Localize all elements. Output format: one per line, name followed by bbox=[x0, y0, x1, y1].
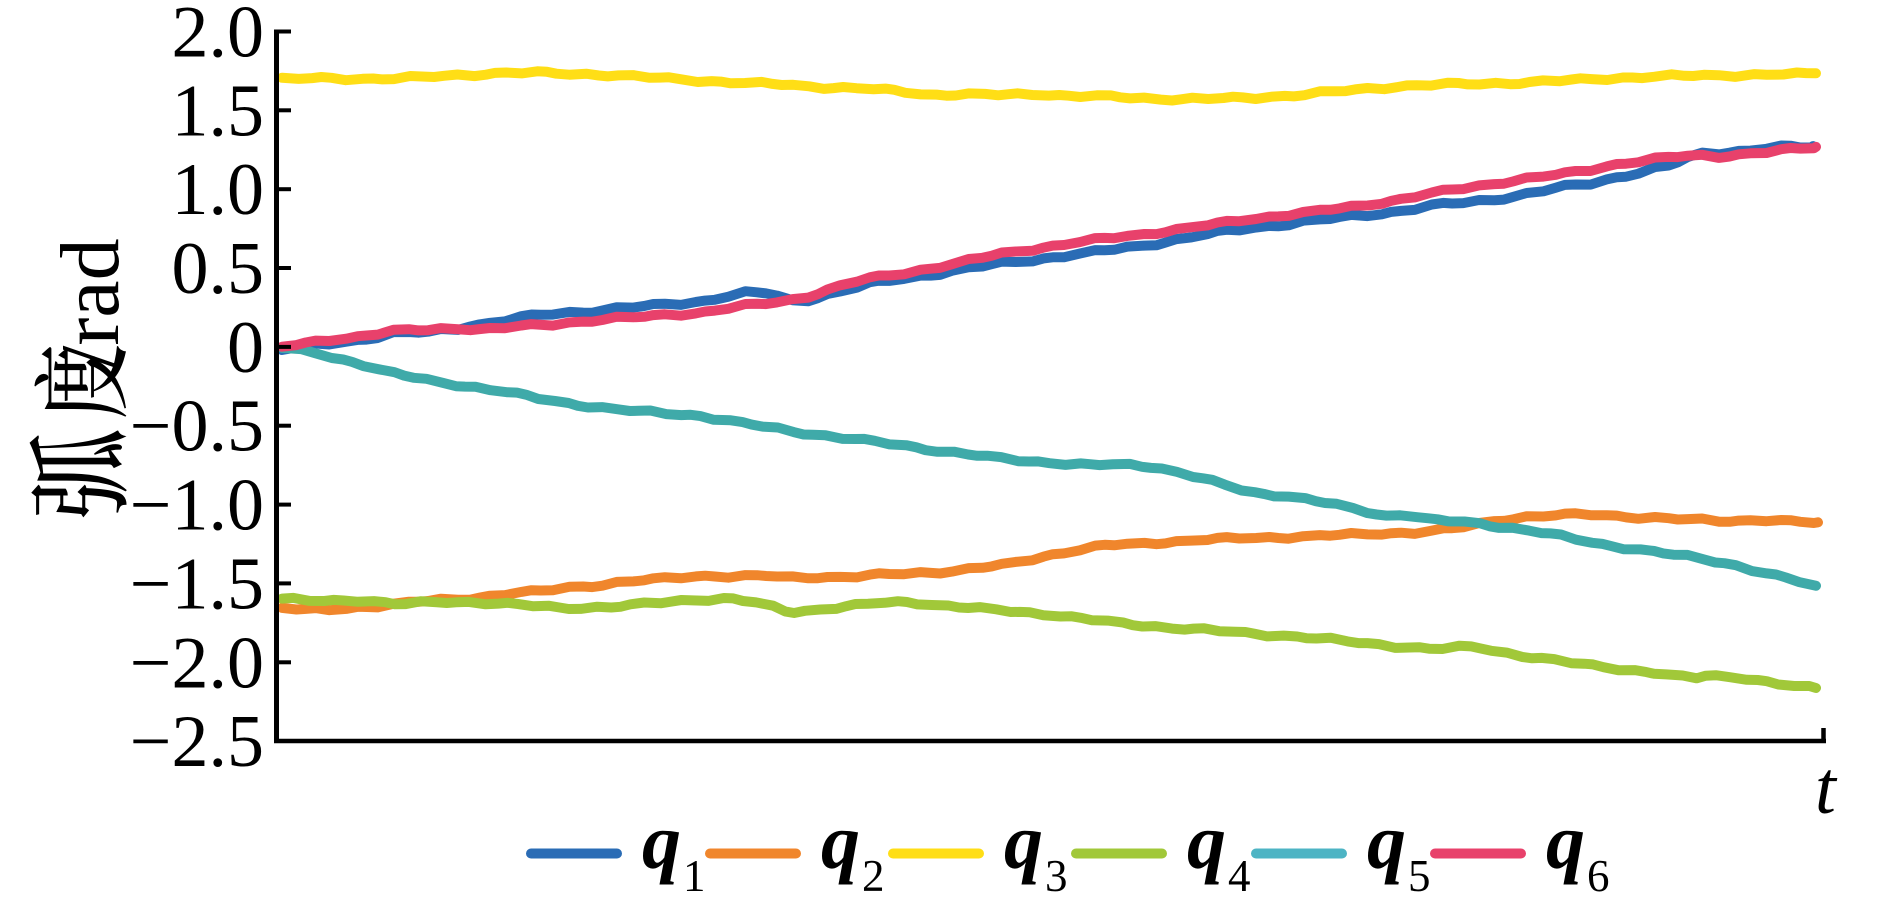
svg-text:q: q bbox=[1004, 798, 1043, 885]
svg-text:q: q bbox=[1187, 798, 1226, 885]
svg-text:−0.5: −0.5 bbox=[130, 386, 264, 468]
svg-text:−2.0: −2.0 bbox=[130, 622, 264, 704]
svg-text:q: q bbox=[642, 798, 681, 885]
svg-text:/rad: /rad bbox=[44, 238, 137, 369]
svg-text:1.0: 1.0 bbox=[172, 149, 265, 231]
svg-text:0.5: 0.5 bbox=[172, 228, 265, 310]
svg-text:1: 1 bbox=[683, 851, 706, 898]
svg-text:3: 3 bbox=[1045, 851, 1068, 898]
svg-text:t: t bbox=[1815, 747, 1838, 830]
svg-text:q: q bbox=[1546, 798, 1585, 885]
svg-text:2: 2 bbox=[862, 851, 885, 898]
svg-text:−2.5: −2.5 bbox=[130, 701, 264, 783]
svg-text:−1.0: −1.0 bbox=[130, 465, 264, 547]
svg-text:6: 6 bbox=[1587, 851, 1610, 898]
svg-text:4: 4 bbox=[1228, 851, 1251, 898]
svg-text:−1.5: −1.5 bbox=[130, 543, 264, 625]
svg-text:q: q bbox=[821, 798, 860, 885]
svg-text:q: q bbox=[1367, 798, 1406, 885]
svg-text:5: 5 bbox=[1408, 851, 1431, 898]
svg-text:2.0: 2.0 bbox=[172, 0, 265, 74]
svg-text:1.5: 1.5 bbox=[172, 70, 265, 152]
svg-text:0: 0 bbox=[227, 307, 264, 389]
